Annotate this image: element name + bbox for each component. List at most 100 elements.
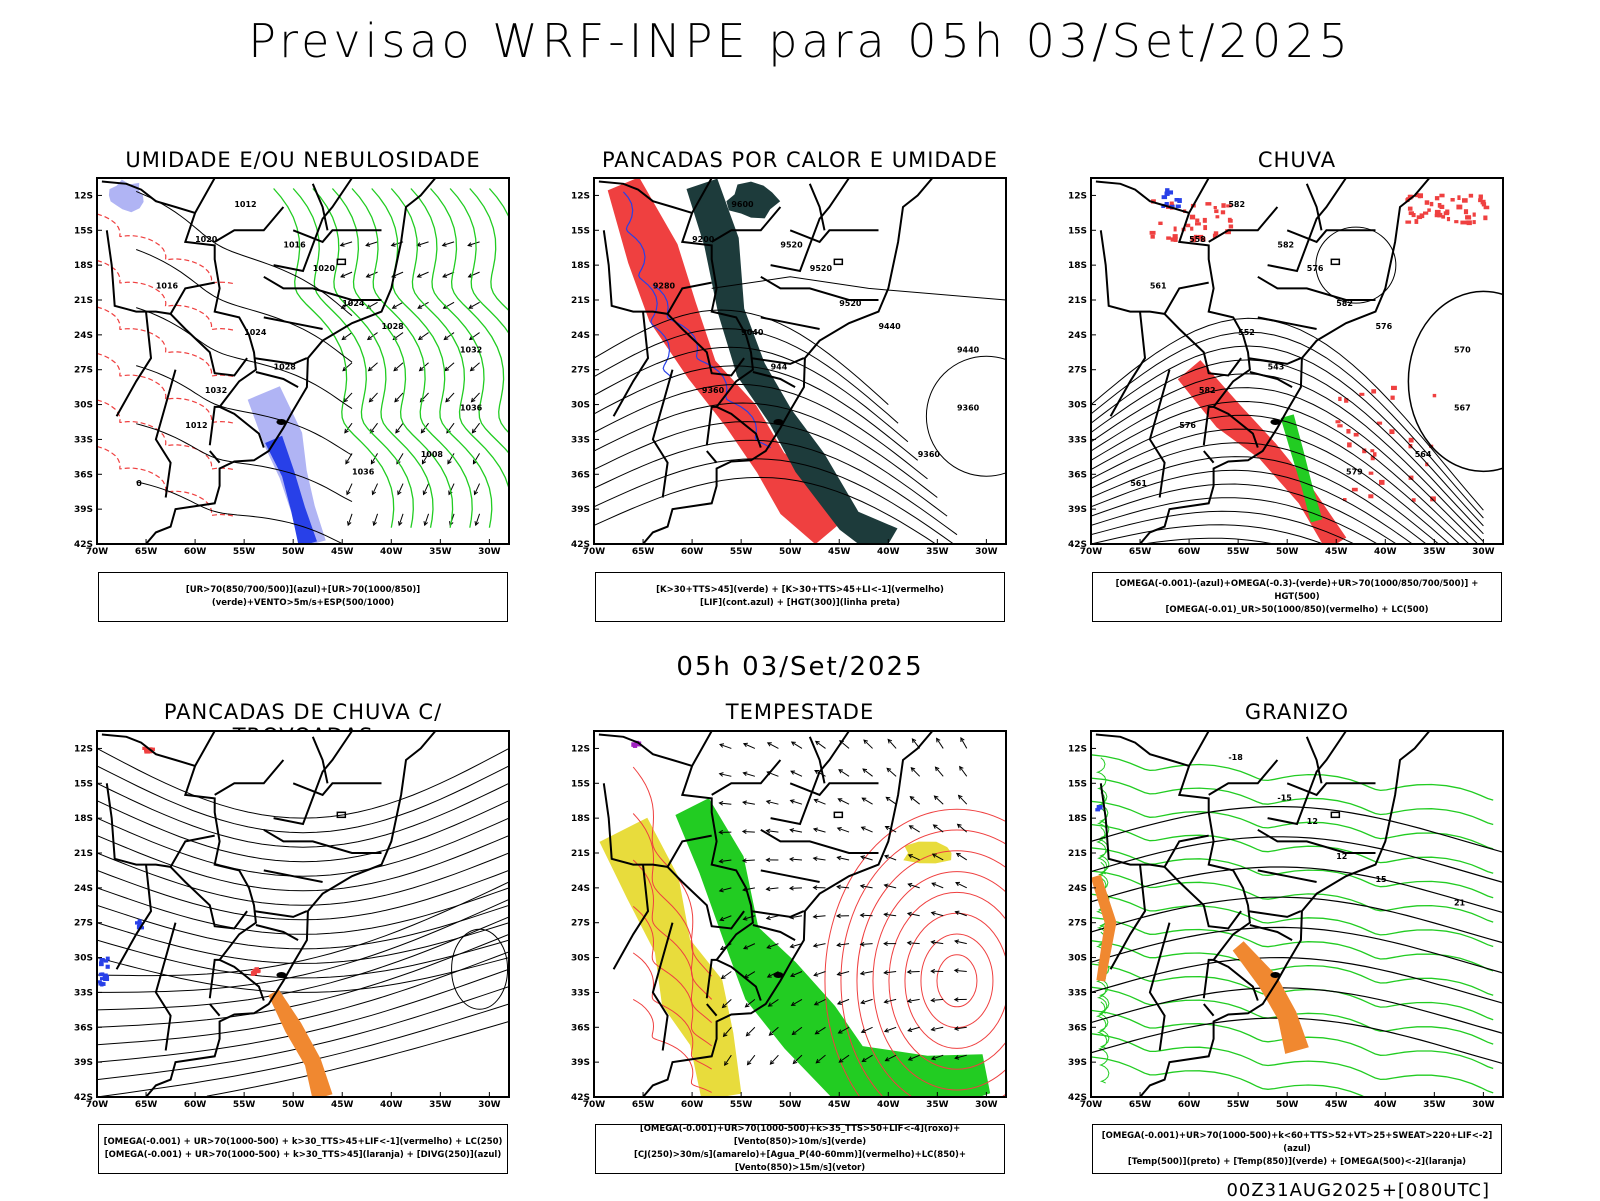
lon-tick-label: 60W (1178, 547, 1201, 557)
lon-tick-label: 65W (632, 1100, 655, 1110)
lat-tick-label: 15S (74, 779, 93, 789)
lon-tick-label: 30W (478, 547, 501, 557)
rain-speck (1166, 236, 1171, 239)
contour-label: -15 (1277, 794, 1292, 803)
lat-tick-label: 33S (571, 435, 590, 445)
legend-box: [OMEGA(-0.001)+UR>70(1000-500)+k>35_TTS>… (595, 1124, 1005, 1174)
lat-tick-label: 18S (74, 814, 93, 824)
lat-tick-label: 30S (74, 401, 93, 411)
lagoon-marker (773, 419, 783, 425)
rain-speck (1190, 227, 1193, 231)
contour-label: 1032 (460, 345, 482, 354)
rain-speck (1221, 203, 1225, 208)
rain-speck (1435, 196, 1439, 200)
rain-speck (1205, 202, 1211, 205)
lat-tick-label: 30S (1068, 401, 1087, 411)
lon-tick-label: 65W (1129, 1100, 1152, 1110)
rain-speck (1457, 195, 1460, 200)
rain-speck (1473, 220, 1476, 224)
rain-speck (1174, 227, 1177, 232)
contour-label: 567 (1454, 403, 1471, 412)
lat-tick-label: 27S (1068, 919, 1087, 929)
lagoon-marker (773, 972, 783, 978)
rain-speck (1451, 198, 1455, 202)
lat-tick-label: 39S (1068, 1058, 1087, 1068)
lat-tick-label: 30S (1068, 954, 1087, 964)
contour-label: 570 (1454, 345, 1471, 354)
divergence-speck (106, 965, 110, 969)
legend-line: [OMEGA(-0.01)_UR>50(1000/850)(vermelho) … (1093, 604, 1501, 617)
lon-tick-label: 65W (632, 547, 655, 557)
lon-tick-label: 70W (1080, 1100, 1103, 1110)
rain-speck (1379, 480, 1385, 485)
legend-line: [Temp(500)](preto) + [Temp(850)](verde) … (1093, 1156, 1501, 1169)
lon-tick-label: 30W (975, 1100, 998, 1110)
panel-title: GRANIZO (1087, 700, 1507, 724)
divergence-speck (105, 975, 109, 979)
rain-speck (1228, 218, 1232, 222)
lat-tick-label: 21S (74, 296, 93, 306)
contour-label: 1036 (460, 403, 483, 412)
lon-tick-label: 35W (926, 1100, 949, 1110)
rain-speck (1439, 194, 1444, 198)
lat-tick-label: 12S (1068, 191, 1087, 201)
lon-tick-label: 55W (233, 1100, 256, 1110)
contour-label: 576 (1179, 421, 1196, 430)
lon-tick-label: 70W (583, 1100, 606, 1110)
contour-label: 564 (1415, 450, 1432, 459)
divergence-speck (102, 982, 105, 986)
wind-vector (790, 888, 802, 889)
lat-tick-label: 18S (571, 814, 590, 824)
omega-speck (1176, 205, 1181, 209)
forecast-map: 1012101610201024102810321036100810161020… (97, 178, 509, 544)
rain-speck (1229, 225, 1233, 229)
lat-tick-label: 39S (571, 1058, 590, 1068)
lat-tick-label: 27S (571, 919, 590, 929)
contour-label: 1020 (313, 264, 336, 273)
contour-label: 1012 (185, 421, 207, 430)
rain-speck (1352, 488, 1358, 492)
lat-tick-label: 21S (1068, 849, 1087, 859)
contour-label: 12 (1307, 817, 1318, 826)
contour-label: 0 (136, 479, 142, 488)
lat-tick-label: 24S (74, 331, 93, 341)
lat-tick-label: 36S (571, 470, 590, 480)
rain-speck (1456, 205, 1462, 210)
rain-speck (1433, 394, 1437, 397)
rain-speck (1419, 193, 1423, 198)
rain-speck (1186, 224, 1190, 228)
lat-tick-label: 24S (571, 884, 590, 894)
rain-speck (1447, 217, 1450, 221)
contour-label: 9520 (810, 264, 833, 273)
lon-tick-label: 50W (282, 547, 305, 557)
rain-speck (1337, 424, 1342, 427)
rain-speck (1214, 209, 1218, 213)
rain-speck (1171, 237, 1176, 241)
legend-box: [OMEGA(-0.001)-(azul)+OMEGA(-0.3)-(verde… (1092, 572, 1502, 622)
lon-tick-label: 55W (1227, 1100, 1250, 1110)
lon-tick-label: 70W (86, 547, 109, 557)
hail-speck (1095, 808, 1100, 811)
rain-speck (1368, 494, 1373, 498)
contour-label: 15 (1375, 875, 1387, 884)
rain-speck (1469, 194, 1473, 198)
legend-line: [LIF](cont.azul) + [HGT(300)](linha pret… (596, 597, 1004, 610)
contour-label: 9360 (918, 450, 941, 459)
rain-speck (1195, 219, 1199, 223)
contour-label: 9280 (653, 281, 676, 290)
lon-tick-label: 60W (681, 1100, 704, 1110)
lon-tick-label: 35W (1423, 1100, 1446, 1110)
lon-tick-label: 55W (233, 547, 256, 557)
legend-box: [UR>70(850/700/500)](azul)+[UR>70(1000/8… (98, 572, 508, 622)
lat-tick-label: 33S (571, 988, 590, 998)
rain-speck (1203, 218, 1207, 223)
panel-title: TEMPESTADE (590, 700, 1010, 724)
lat-tick-label: 12S (74, 191, 93, 201)
lat-tick-label: 18S (1068, 814, 1087, 824)
lat-tick-label: 30S (571, 401, 590, 411)
lat-tick-label: 24S (1068, 331, 1087, 341)
lat-tick-label: 18S (571, 261, 590, 271)
lat-tick-label: 33S (1068, 435, 1087, 445)
rain-speck (1369, 472, 1374, 475)
